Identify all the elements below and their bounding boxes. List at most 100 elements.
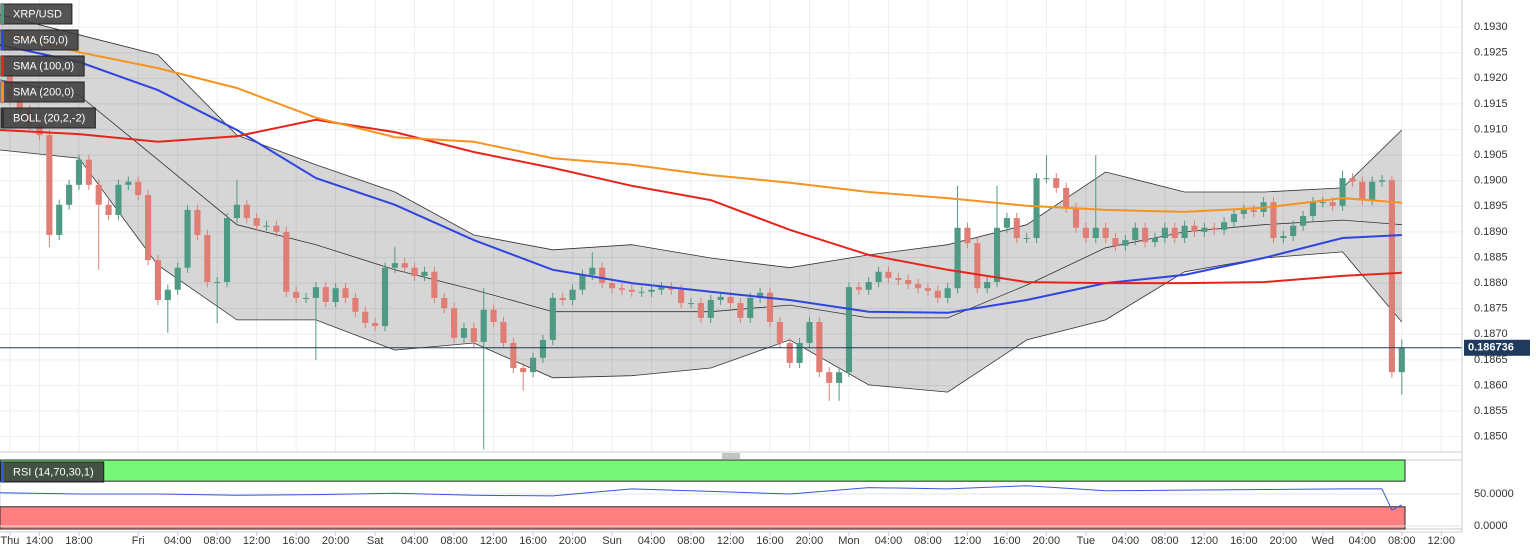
x-tick-label: 12:00 xyxy=(1191,535,1219,547)
y-tick-label: 0.1855 xyxy=(1474,405,1508,417)
rsi-tick-label: 50.0000 xyxy=(1474,488,1514,500)
candle-body xyxy=(569,289,576,300)
x-tick-label: 12:00 xyxy=(243,535,271,547)
candle-body xyxy=(599,267,606,284)
candle-body xyxy=(727,296,734,304)
candle-body xyxy=(628,289,635,292)
y-tick-label: 0.1880 xyxy=(1474,277,1508,289)
x-tick-label: Wed xyxy=(1312,535,1334,547)
legend-item: SMA (50,0) xyxy=(0,29,79,51)
candle-body xyxy=(1280,235,1287,239)
candle-body xyxy=(1191,225,1198,232)
candle-body xyxy=(865,282,872,290)
candle-body xyxy=(776,321,783,343)
y-tick-label: 0.1900 xyxy=(1474,175,1508,187)
legend-label: RSI (14,70,30,1) xyxy=(13,466,94,478)
y-tick-label: 0.1860 xyxy=(1474,379,1508,391)
candle-body xyxy=(66,184,73,205)
candle-body xyxy=(263,225,270,227)
y-tick-label: 0.1915 xyxy=(1474,98,1508,110)
y-tick-label: 0.1930 xyxy=(1474,21,1508,33)
x-tick-label: 08:00 xyxy=(1388,535,1416,547)
candle-body xyxy=(243,204,250,219)
x-tick-label: 04:00 xyxy=(875,535,903,547)
legend-label: XRP/USD xyxy=(13,8,62,20)
x-tick-label: Tue xyxy=(1077,535,1096,547)
candle-body xyxy=(924,288,932,291)
x-tick-label: Sat xyxy=(367,535,384,547)
candle-body xyxy=(223,218,231,283)
candle-body xyxy=(1053,178,1060,188)
candle-body xyxy=(1082,227,1089,239)
candle-body xyxy=(1339,178,1346,206)
sma-line xyxy=(0,118,1402,285)
candle-body xyxy=(1290,225,1297,236)
legend-item: SMA (200,0) xyxy=(0,81,85,103)
candle-body xyxy=(1122,240,1129,246)
x-tick-label: 14:00 xyxy=(26,535,54,547)
x-tick-label: 04:00 xyxy=(1112,535,1140,547)
candle-body xyxy=(707,299,714,318)
candle-body xyxy=(95,184,102,205)
candle-body xyxy=(806,321,813,343)
candle-body xyxy=(608,283,616,289)
candle-body xyxy=(1201,227,1208,232)
candle-body xyxy=(1230,213,1238,223)
candle-body xyxy=(1132,227,1139,241)
candle-body xyxy=(510,342,517,369)
candle-body xyxy=(1359,181,1366,201)
candle-body xyxy=(352,297,359,312)
candle-body xyxy=(421,271,428,276)
candle-body xyxy=(1142,227,1149,243)
x-tick-label: 12:00 xyxy=(1428,535,1456,547)
bollinger-fill xyxy=(0,14,1402,393)
candle-body xyxy=(1349,178,1356,182)
y-tick-label: 0.1890 xyxy=(1474,226,1508,238)
x-tick-label: 20:00 xyxy=(322,535,350,547)
legend-label: SMA (100,0) xyxy=(13,60,74,72)
candle-body xyxy=(836,372,843,383)
candle-body xyxy=(944,288,951,298)
candle-body xyxy=(184,209,191,268)
rsi-overbought-zone xyxy=(0,459,1406,482)
candle-body xyxy=(796,342,803,363)
candle-body xyxy=(1171,227,1178,239)
candle-body xyxy=(1023,238,1030,240)
candle-body xyxy=(697,303,704,318)
x-tick-label: 16:00 xyxy=(756,535,784,547)
x-tick-label: 16:00 xyxy=(282,535,310,547)
x-tick-label: 04:00 xyxy=(401,535,429,547)
x-tick-label: 08:00 xyxy=(440,535,468,547)
rsi-oversold-zone xyxy=(0,506,1406,530)
candle-body xyxy=(145,195,152,261)
candle-body xyxy=(737,303,744,318)
candle-body xyxy=(934,290,941,298)
candle-body xyxy=(905,280,912,285)
candle-body xyxy=(1398,347,1405,373)
x-tick-label: 04:00 xyxy=(1349,535,1377,547)
candle-body xyxy=(233,204,240,219)
candle-body xyxy=(964,227,971,244)
legend-swatch xyxy=(1,4,4,24)
candle-body xyxy=(85,159,92,185)
rsi-line xyxy=(0,485,1403,511)
candle-body xyxy=(490,309,497,322)
bollinger-lower xyxy=(0,149,1403,393)
candle-body xyxy=(1043,178,1050,180)
candle-body xyxy=(36,124,43,136)
y-tick-label: 0.1870 xyxy=(1474,328,1508,340)
legend-label: BOLL (20,2,-2) xyxy=(13,112,85,124)
price-label-box xyxy=(1464,339,1530,356)
candle-body xyxy=(381,267,389,327)
candle-body xyxy=(816,321,823,373)
y-tick-label: 0.1850 xyxy=(1474,431,1508,443)
x-tick-label: 18:00 xyxy=(65,535,93,547)
candle-body xyxy=(46,135,53,235)
sma-line xyxy=(0,44,1402,314)
candle-body xyxy=(717,296,724,300)
candle-body xyxy=(1003,218,1010,228)
x-tick-label: 20:00 xyxy=(559,535,587,547)
x-tick-label: 12:00 xyxy=(717,535,745,547)
candle-body xyxy=(115,184,122,215)
candle-body xyxy=(1300,216,1307,226)
